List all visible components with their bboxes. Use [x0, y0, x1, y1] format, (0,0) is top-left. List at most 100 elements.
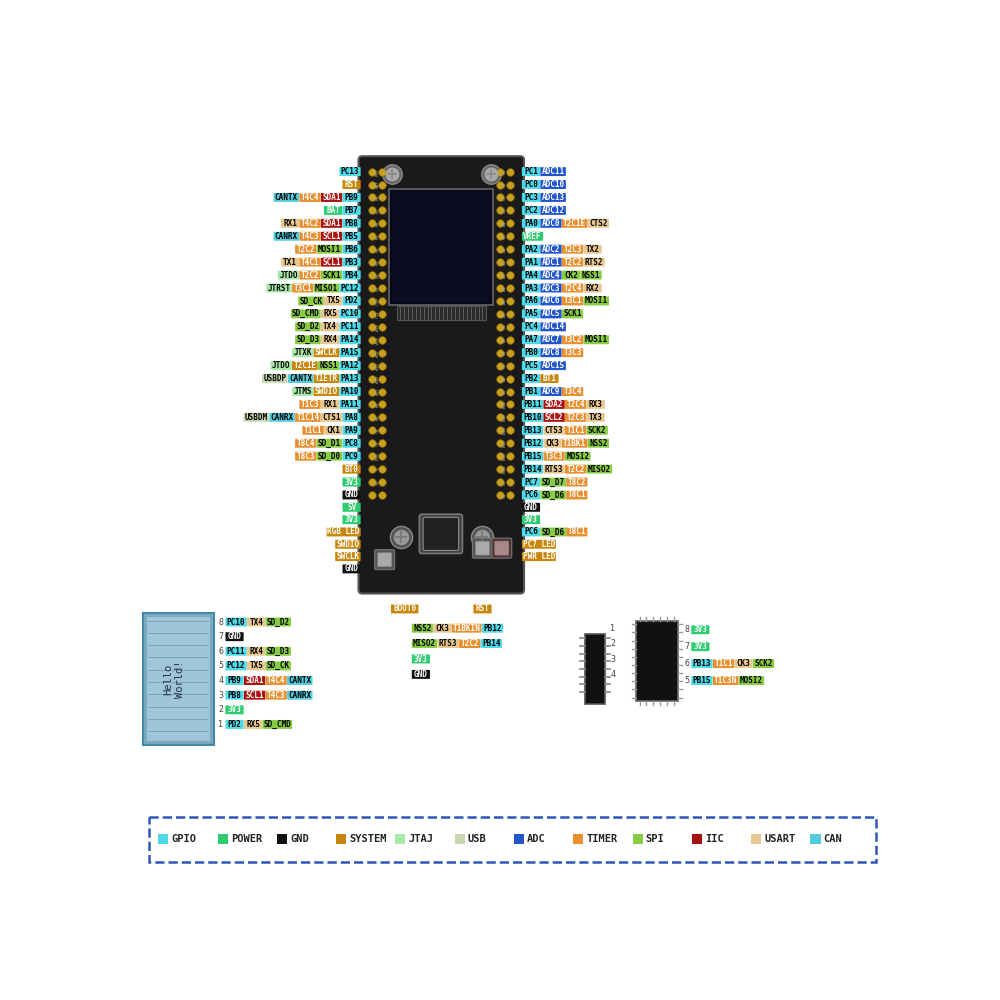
Text: JTMS: JTMS [293, 387, 312, 396]
Text: ADC14: ADC14 [542, 322, 565, 331]
FancyBboxPatch shape [225, 632, 244, 641]
Text: ADC9: ADC9 [542, 387, 560, 396]
Text: T4C3: T4C3 [301, 232, 319, 241]
FancyBboxPatch shape [562, 245, 583, 254]
Text: T2C4: T2C4 [566, 400, 585, 409]
Text: CANTX: CANTX [288, 676, 311, 685]
FancyBboxPatch shape [543, 452, 565, 461]
FancyBboxPatch shape [587, 413, 605, 422]
Text: ADC11: ADC11 [542, 167, 565, 176]
Text: B8: B8 [376, 195, 380, 200]
Text: PB15: PB15 [693, 676, 711, 685]
Text: GND: GND [228, 632, 241, 641]
FancyBboxPatch shape [281, 219, 299, 228]
FancyBboxPatch shape [339, 167, 361, 176]
Text: 5V: 5V [347, 503, 356, 512]
Text: Hello
World!: Hello World! [164, 660, 185, 698]
Text: B14: B14 [503, 465, 507, 473]
Text: GND: GND [290, 834, 309, 844]
Text: T3C2: T3C2 [563, 335, 582, 344]
Text: B0: B0 [503, 350, 507, 355]
Text: MOSI1: MOSI1 [318, 245, 341, 254]
FancyBboxPatch shape [522, 245, 540, 254]
Text: RST: RST [476, 604, 489, 613]
Text: CK3: CK3 [435, 624, 449, 633]
Text: ADC4: ADC4 [542, 271, 560, 280]
Text: PC11: PC11 [341, 322, 359, 331]
Text: NSS2: NSS2 [589, 439, 608, 448]
FancyBboxPatch shape [562, 348, 583, 357]
FancyBboxPatch shape [565, 426, 586, 435]
Text: T8C2: T8C2 [568, 478, 586, 487]
Text: PD2: PD2 [228, 720, 241, 729]
FancyBboxPatch shape [540, 478, 566, 487]
FancyBboxPatch shape [317, 439, 342, 448]
Text: A11: A11 [376, 388, 380, 395]
FancyBboxPatch shape [291, 309, 321, 318]
FancyBboxPatch shape [391, 604, 418, 613]
FancyBboxPatch shape [295, 245, 316, 254]
Text: CAN: CAN [824, 834, 842, 844]
Text: T1C3: T1C3 [301, 400, 319, 409]
Text: 3V3: 3V3 [693, 625, 707, 634]
FancyBboxPatch shape [299, 232, 321, 241]
FancyBboxPatch shape [265, 647, 291, 656]
Text: 2: 2 [218, 705, 223, 714]
FancyBboxPatch shape [225, 720, 244, 729]
FancyBboxPatch shape [265, 691, 287, 700]
Text: A2: A2 [503, 247, 507, 252]
Text: PC7 LED: PC7 LED [523, 540, 555, 549]
Text: SD_D2: SD_D2 [267, 617, 290, 627]
Text: RTS3: RTS3 [439, 639, 457, 648]
Text: CK2: CK2 [564, 271, 578, 280]
FancyBboxPatch shape [540, 309, 562, 318]
FancyBboxPatch shape [288, 374, 313, 383]
FancyBboxPatch shape [339, 361, 361, 370]
Text: TX4: TX4 [323, 322, 337, 331]
FancyBboxPatch shape [225, 647, 247, 656]
Text: B15: B15 [503, 452, 507, 460]
Text: PA6: PA6 [524, 296, 538, 305]
FancyBboxPatch shape [562, 439, 587, 448]
Text: CK3: CK3 [546, 439, 559, 448]
Text: T1BK1: T1BK1 [563, 439, 586, 448]
FancyBboxPatch shape [302, 426, 324, 435]
Text: A6: A6 [503, 298, 507, 304]
Text: B2: B2 [503, 376, 507, 381]
FancyBboxPatch shape [339, 400, 361, 409]
FancyBboxPatch shape [339, 374, 361, 383]
FancyBboxPatch shape [540, 193, 566, 202]
FancyBboxPatch shape [342, 206, 361, 215]
Text: T2C2: T2C2 [301, 271, 319, 280]
FancyBboxPatch shape [713, 676, 738, 685]
Text: RST: RST [376, 168, 380, 176]
Text: NSS1: NSS1 [582, 271, 600, 280]
Text: 8: 8 [685, 625, 690, 634]
FancyBboxPatch shape [566, 527, 587, 536]
Text: USB: USB [468, 834, 487, 844]
FancyBboxPatch shape [339, 322, 361, 331]
FancyBboxPatch shape [274, 193, 299, 202]
Text: C10: C10 [376, 297, 380, 305]
Text: SDA1: SDA1 [322, 193, 341, 202]
Text: T2C2: T2C2 [563, 258, 582, 267]
FancyBboxPatch shape [423, 517, 459, 550]
Text: CANTX: CANTX [275, 193, 298, 202]
FancyBboxPatch shape [540, 180, 566, 189]
Text: BT0: BT0 [376, 452, 380, 460]
Text: 5: 5 [685, 676, 690, 685]
Text: GND: GND [345, 490, 359, 499]
FancyBboxPatch shape [412, 624, 433, 633]
Text: 4: 4 [610, 670, 615, 679]
FancyBboxPatch shape [562, 219, 587, 228]
Text: 6: 6 [218, 647, 223, 656]
FancyBboxPatch shape [522, 258, 540, 267]
FancyBboxPatch shape [244, 720, 262, 729]
Text: 5: 5 [218, 661, 223, 670]
FancyBboxPatch shape [565, 413, 586, 422]
FancyBboxPatch shape [342, 245, 361, 254]
Text: JTRST: JTRST [267, 284, 291, 293]
Text: CTS1: CTS1 [322, 413, 341, 422]
Text: SWCLK: SWCLK [336, 552, 359, 561]
FancyBboxPatch shape [565, 400, 586, 409]
